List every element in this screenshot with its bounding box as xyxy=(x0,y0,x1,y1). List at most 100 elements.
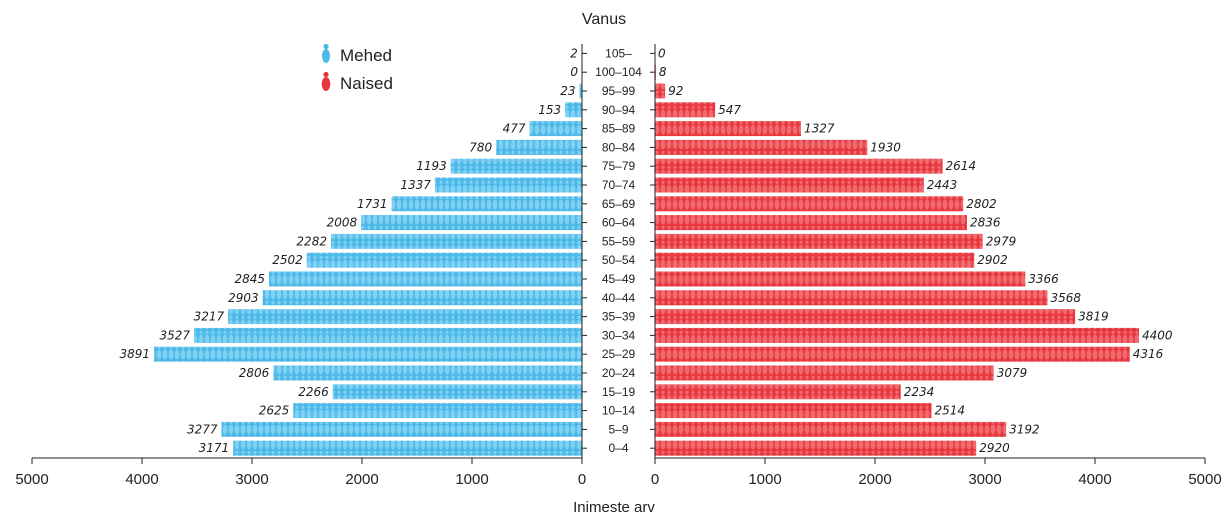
age-label: 30–34 xyxy=(602,328,636,342)
female-value-label: 1327 xyxy=(804,122,835,136)
male-bar xyxy=(306,252,582,268)
female-value-label: 2514 xyxy=(935,404,966,418)
age-label: 10–14 xyxy=(602,404,636,418)
male-bar xyxy=(233,440,582,456)
female-value-label: 2920 xyxy=(979,441,1010,455)
age-label: 20–24 xyxy=(602,366,636,380)
male-bar xyxy=(361,215,582,231)
x-tick-label: 5000 xyxy=(1188,471,1221,488)
age-label: 60–64 xyxy=(602,216,636,230)
male-bar xyxy=(221,421,582,437)
age-label: 80–84 xyxy=(602,140,636,154)
female-bar xyxy=(655,83,666,99)
left-x-ticks: 0 1000 2000 3000 4000 5000 xyxy=(15,458,586,488)
male-value-label: 23 xyxy=(560,84,575,98)
x-tick-label: 0 xyxy=(578,471,586,488)
male-bar xyxy=(273,365,582,381)
female-bar xyxy=(655,196,964,212)
male-value-label: 2625 xyxy=(259,404,290,418)
age-label: 40–44 xyxy=(602,291,636,305)
female-bar xyxy=(655,102,716,118)
male-value-label: 2806 xyxy=(239,366,270,380)
male-bar xyxy=(579,83,582,99)
female-bar xyxy=(655,158,943,174)
age-label: 95–99 xyxy=(602,84,636,98)
x-tick-label: 1000 xyxy=(748,471,781,488)
male-value-label: 780 xyxy=(469,140,492,154)
female-value-label: 2234 xyxy=(904,385,935,399)
male-value-label: 2903 xyxy=(228,291,259,305)
x-tick-label: 4000 xyxy=(125,471,158,488)
female-value-label: 2614 xyxy=(946,159,977,173)
female-value-label: 2836 xyxy=(970,216,1001,230)
female-bar xyxy=(655,440,977,456)
right-x-ticks: 0 1000 2000 3000 4000 5000 xyxy=(651,458,1222,488)
x-tick-label: 5000 xyxy=(15,471,48,488)
female-bar xyxy=(655,421,1007,437)
age-label: 25–29 xyxy=(602,347,636,361)
male-value-label: 2502 xyxy=(272,253,303,267)
female-bar xyxy=(655,139,868,155)
legend-female-label: Naised xyxy=(340,74,393,93)
male-value-label: 1193 xyxy=(416,159,447,173)
female-value-labels: 0 892 547 1327 1930 2614 2443 2802 2836 2979 2902 3… xyxy=(658,46,1173,455)
female-value-label: 4400 xyxy=(1142,328,1173,342)
female-bar xyxy=(655,346,1130,362)
female-bar xyxy=(655,177,924,193)
age-label: 50–54 xyxy=(602,253,636,267)
age-label: 100–104 xyxy=(595,65,642,79)
legend: Mehed Naised xyxy=(321,43,393,93)
male-value-label: 2845 xyxy=(235,272,266,286)
age-label: 105– xyxy=(605,46,632,60)
male-bar xyxy=(330,233,582,249)
female-bar xyxy=(655,121,801,137)
male-value-label: 3171 xyxy=(199,441,230,455)
male-bar xyxy=(194,327,582,343)
male-bar xyxy=(565,102,582,118)
female-bar xyxy=(655,327,1139,343)
male-bar xyxy=(529,121,582,137)
male-bar xyxy=(434,177,582,193)
x-tick-label: 1000 xyxy=(455,471,488,488)
male-bar xyxy=(332,384,582,400)
male-bar xyxy=(228,309,582,325)
female-value-label: 1930 xyxy=(870,140,901,154)
chart-title: Vanus xyxy=(582,11,626,28)
male-value-label: 3277 xyxy=(187,422,218,436)
female-value-label: 3819 xyxy=(1078,310,1109,324)
male-bar xyxy=(293,403,582,419)
x-tick-label: 0 xyxy=(651,471,659,488)
age-label: 35–39 xyxy=(602,310,636,324)
male-bar xyxy=(450,158,582,174)
age-label: 45–49 xyxy=(602,272,636,286)
male-bar xyxy=(153,346,583,362)
age-label: 70–74 xyxy=(602,178,636,192)
x-tick-label: 2000 xyxy=(345,471,378,488)
age-label: 55–59 xyxy=(602,234,636,248)
female-bar xyxy=(655,271,1026,287)
female-bars xyxy=(655,64,1139,456)
male-bar xyxy=(391,196,582,212)
female-value-label: 2802 xyxy=(966,197,997,211)
male-value-label: 477 xyxy=(503,122,526,136)
female-value-label: 3079 xyxy=(997,366,1028,380)
male-value-label: 1337 xyxy=(400,178,431,192)
male-bar xyxy=(262,290,582,306)
female-value-label: 4316 xyxy=(1133,347,1164,361)
x-axis-label: Inimeste arv xyxy=(573,499,655,516)
female-bar xyxy=(655,290,1048,306)
male-value-label: 3527 xyxy=(159,328,190,342)
female-bar xyxy=(655,215,967,231)
female-bar xyxy=(655,384,901,400)
male-value-label: 0 xyxy=(570,65,578,79)
male-value-label: 153 xyxy=(538,103,561,117)
x-tick-label: 3000 xyxy=(235,471,268,488)
female-bar xyxy=(655,403,932,419)
female-value-label: 2443 xyxy=(927,178,958,192)
female-value-label: 2902 xyxy=(977,253,1008,267)
age-label: 5–9 xyxy=(608,422,628,436)
age-label: 75–79 xyxy=(602,159,636,173)
age-label: 90–94 xyxy=(602,103,636,117)
